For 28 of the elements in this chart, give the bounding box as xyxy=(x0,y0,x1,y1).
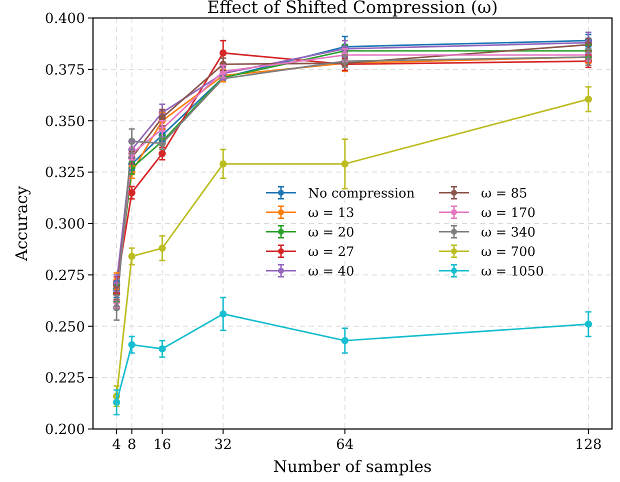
x-tick-label: 64 xyxy=(336,437,354,453)
legend-label: ω = 170 xyxy=(481,206,536,221)
legend-label: ω = 40 xyxy=(308,264,354,280)
x-tick-label: 16 xyxy=(153,437,172,453)
x-tick-label: 4 xyxy=(112,437,122,453)
y-tick-label: 0.275 xyxy=(44,268,85,284)
x-tick-label: 128 xyxy=(575,437,602,453)
y-tick-label: 0.200 xyxy=(44,422,85,438)
x-tick-label: 8 xyxy=(127,437,136,453)
legend-label: ω = 340 xyxy=(481,225,536,240)
legend-label: No compression xyxy=(308,186,416,202)
y-tick-label: 0.225 xyxy=(44,370,85,387)
y-axis-title: Accuracy xyxy=(12,186,31,262)
x-tick-label: 32 xyxy=(214,437,232,453)
y-tick-label: 0.250 xyxy=(44,319,85,336)
legend-label: ω = 1050 xyxy=(481,264,544,280)
legend-label: ω = 700 xyxy=(481,244,536,260)
y-tick-label: 0.400 xyxy=(44,11,85,27)
y-tick-label: 0.300 xyxy=(44,216,85,232)
legend-label: ω = 27 xyxy=(308,244,354,260)
y-tick-label: 0.325 xyxy=(44,165,85,182)
legend-label: ω = 13 xyxy=(308,206,354,221)
legend-label: ω = 20 xyxy=(308,225,354,240)
chart-title: Effect of Shifted Compression (ω) xyxy=(207,0,498,18)
y-tick-label: 0.350 xyxy=(44,114,85,130)
legend-label: ω = 85 xyxy=(481,186,528,202)
x-axis-title: Number of samples xyxy=(273,457,432,476)
y-tick-label: 0.375 xyxy=(44,62,85,78)
